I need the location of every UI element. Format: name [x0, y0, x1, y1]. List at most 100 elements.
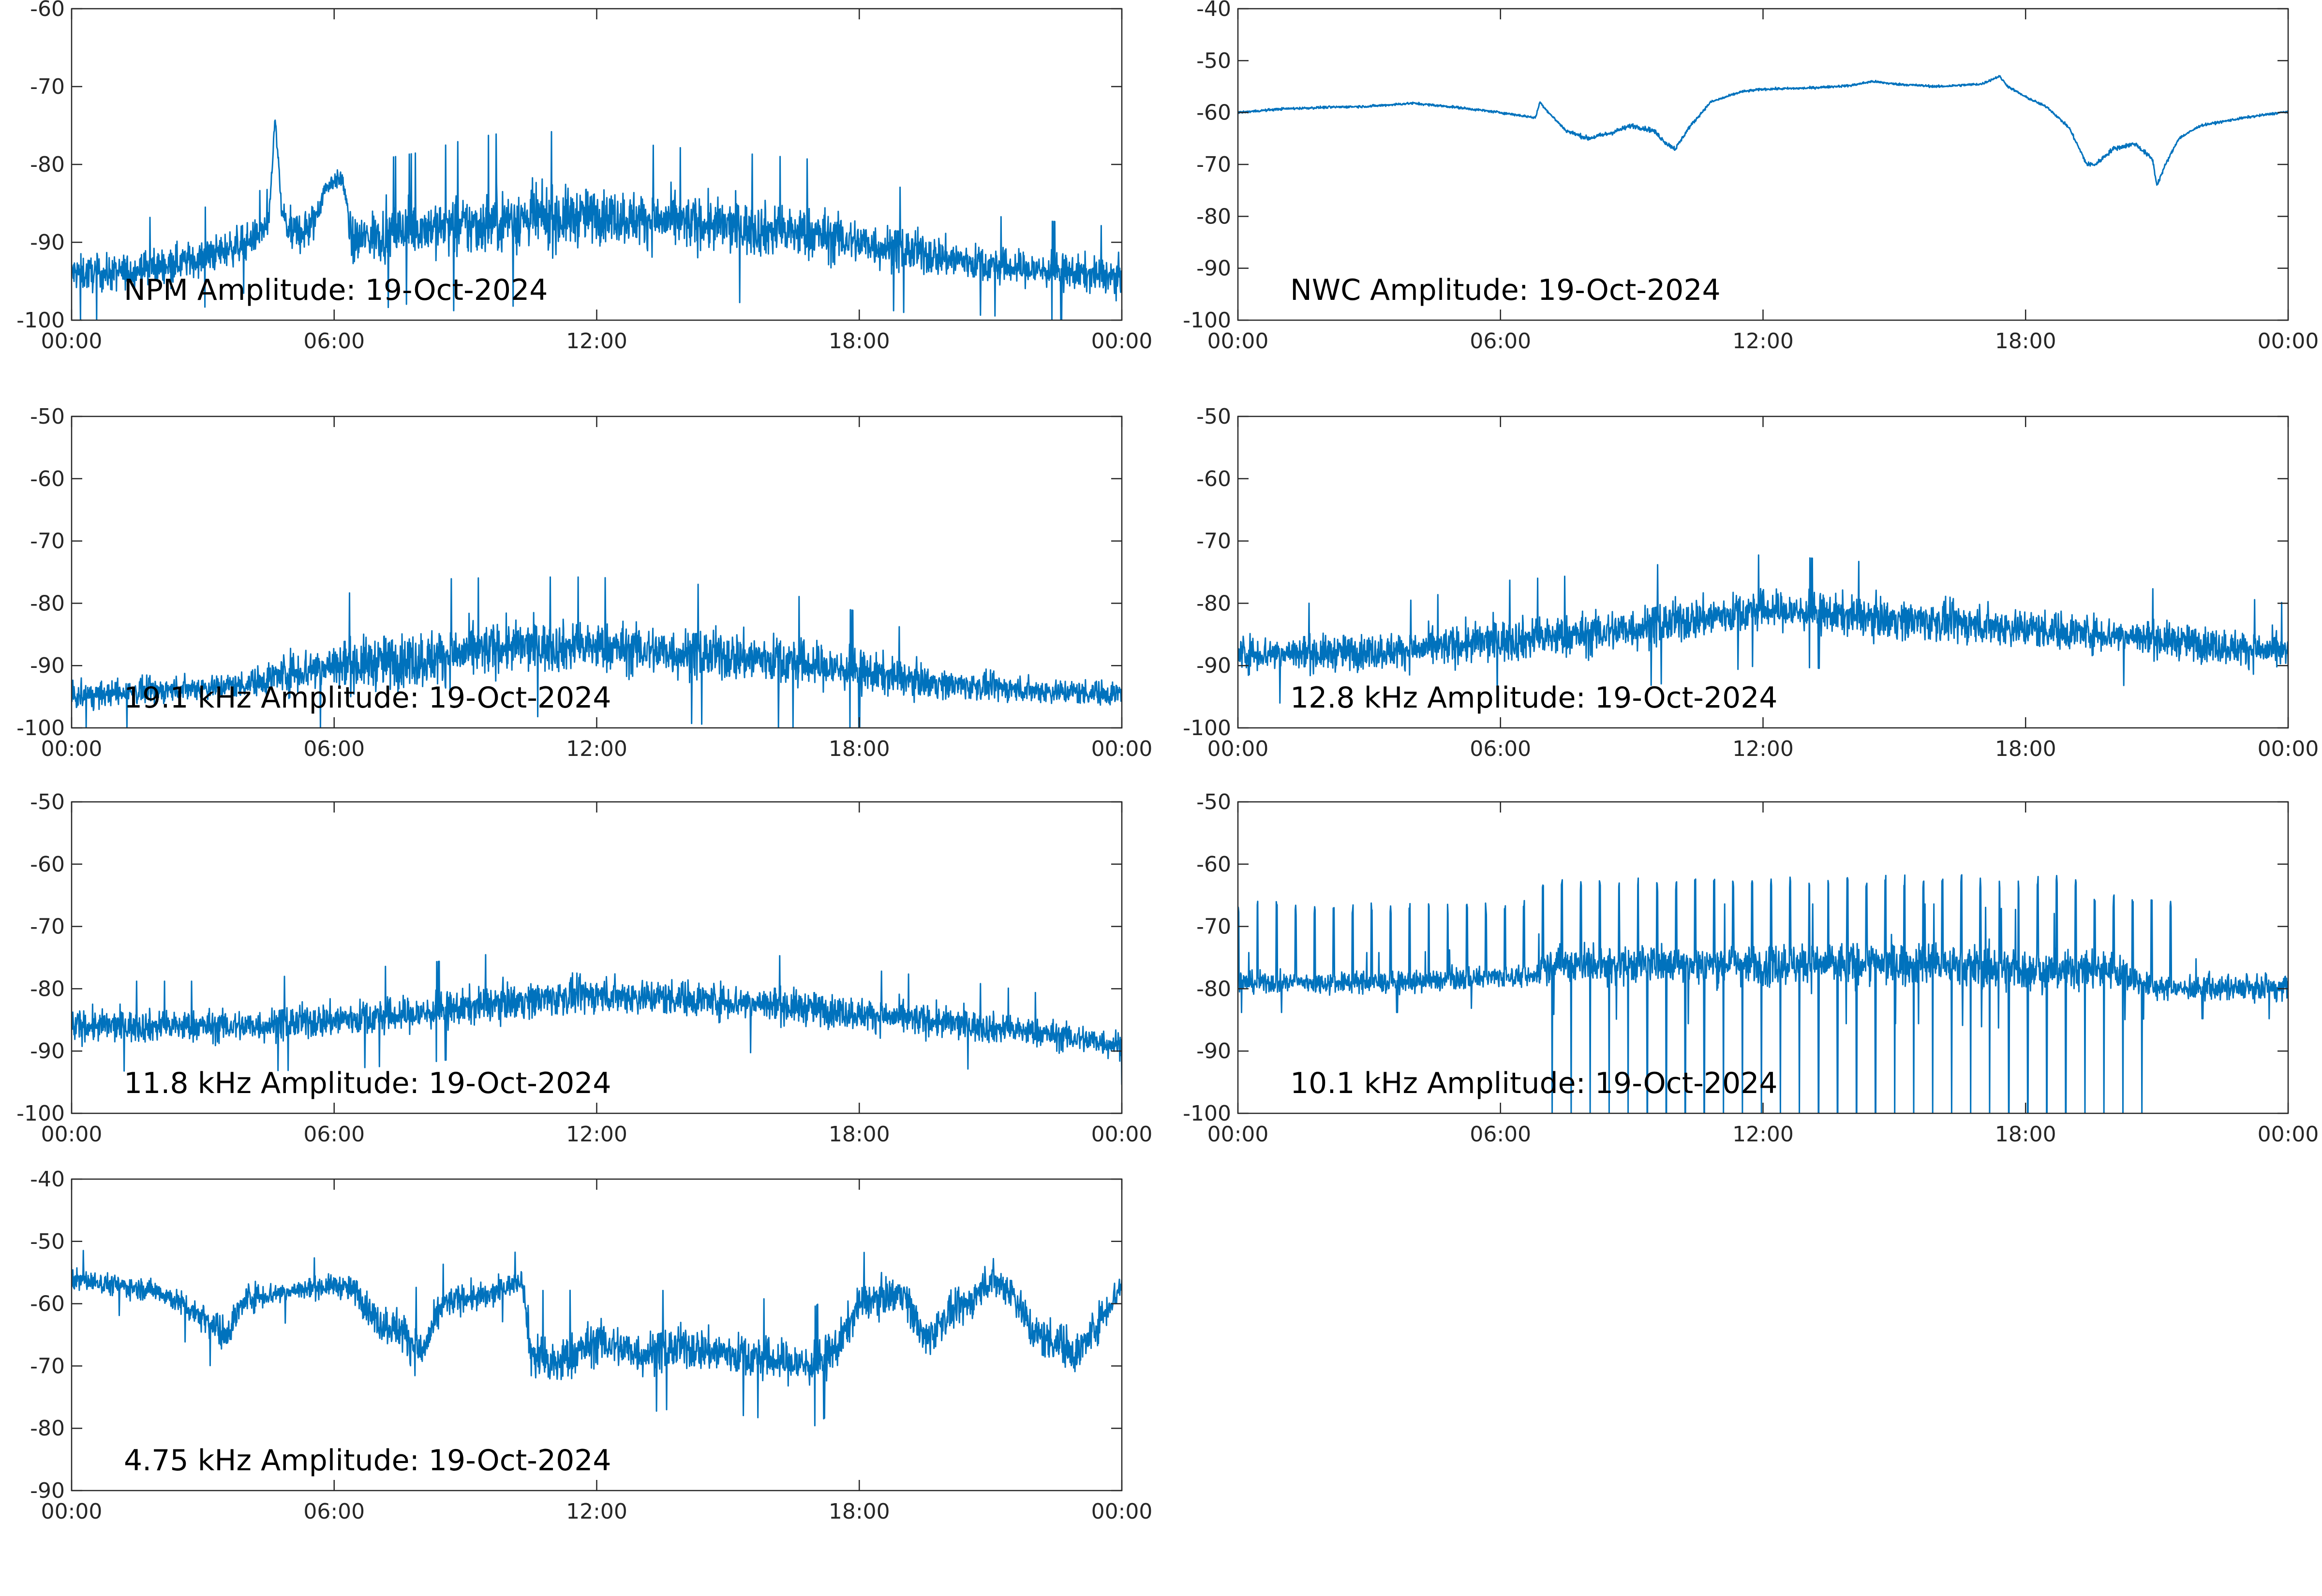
y-tick-label: -80 [1196, 204, 1231, 229]
x-tick-label: 00:00 [1207, 1122, 1269, 1147]
panel-title: NPM Amplitude: 19-Oct-2024 [124, 273, 548, 307]
y-tick-label: -70 [1196, 152, 1231, 177]
x-tick-label: 18:00 [1995, 329, 2056, 354]
x-tick-label: 06:00 [303, 737, 365, 761]
series-line [72, 119, 1122, 320]
y-tick-label: -50 [30, 404, 65, 429]
x-tick-label: 00:00 [2258, 329, 2319, 354]
x-tick-label: 18:00 [1995, 1122, 2056, 1147]
panel-title: NWC Amplitude: 19-Oct-2024 [1290, 273, 1721, 307]
y-tick-label: -70 [30, 915, 65, 939]
y-tick-label: -60 [30, 852, 65, 877]
x-tick-label: 12:00 [1732, 1122, 1794, 1147]
y-tick-label: -60 [1196, 101, 1231, 125]
x-tick-label: 18:00 [829, 737, 890, 761]
y-tick-label: -80 [1196, 591, 1231, 616]
x-tick-label: 00:00 [41, 329, 103, 354]
y-tick-label: -80 [30, 591, 65, 616]
y-tick-label: -90 [1196, 256, 1231, 281]
series-line [1238, 874, 2288, 1113]
panel-2: -100 -90 -80 -70 -60 -50 -40 00:00 06:00 12:00 18:… [1183, 0, 2319, 354]
y-tick-label: -100 [1183, 716, 1231, 740]
x-tick-label: 06:00 [303, 1122, 365, 1147]
y-tick-label: -90 [30, 230, 65, 255]
x-tick-label: 00:00 [2258, 737, 2319, 761]
y-tick-label: -100 [16, 308, 65, 333]
y-tick-label: -70 [30, 1354, 65, 1378]
x-tick-label: 06:00 [303, 1499, 365, 1524]
panel-title: 11.8 kHz Amplitude: 19-Oct-2024 [124, 1066, 611, 1100]
x-tick-label: 00:00 [1091, 1122, 1153, 1147]
panel-5: -100 -90 -80 -70 -60 -50 00:00 06:00 12:00 18:00 0… [16, 790, 1152, 1147]
y-tick-label: -90 [1196, 653, 1231, 678]
y-tick-label: -80 [30, 1416, 65, 1441]
y-tick-label: -40 [30, 1167, 65, 1192]
y-tick-label: -50 [1196, 404, 1231, 429]
y-tick-label: -70 [1196, 915, 1231, 939]
panel-6: -100 -90 -80 -70 -60 -50 00:00 06:00 12:00 18:00 0… [1183, 790, 2319, 1147]
x-tick-label: 12:00 [1732, 737, 1794, 761]
x-tick-label: 12:00 [566, 737, 627, 761]
panel-7: -90 -80 -70 -60 -50 -40 00:00 06:00 12:00 18:00 00… [30, 1167, 1152, 1524]
x-tick-label: 00:00 [1207, 329, 1269, 354]
y-tick-label: -50 [30, 790, 65, 814]
panel-title: 10.1 kHz Amplitude: 19-Oct-2024 [1290, 1066, 1778, 1100]
x-tick-label: 12:00 [566, 1122, 627, 1147]
series-line [72, 954, 1122, 1085]
y-tick-label: -50 [30, 1229, 65, 1254]
panel-3: -100 -90 -80 -70 -60 -50 00:00 06:00 12:00 18:00 0… [16, 404, 1152, 761]
x-tick-label: 00:00 [41, 1122, 103, 1147]
y-tick-label: -100 [16, 1101, 65, 1126]
y-tick-label: -80 [30, 976, 65, 1001]
y-tick-label: -70 [30, 529, 65, 554]
x-tick-label: 18:00 [1995, 737, 2056, 761]
x-tick-label: 00:00 [2258, 1122, 2319, 1147]
y-tick-label: -60 [1196, 852, 1231, 877]
panels-layer: -100 -90 -80 -70 -60 00:00 06:00 12:00 18:00 00:0… [16, 0, 2319, 1524]
y-tick-label: -100 [16, 716, 65, 740]
y-tick-label: -90 [1196, 1039, 1231, 1064]
x-tick-label: 06:00 [1470, 737, 1531, 761]
x-tick-label: 06:00 [303, 329, 365, 354]
y-tick-label: -70 [30, 74, 65, 99]
y-tick-label: -90 [30, 1039, 65, 1064]
series-line [72, 576, 1122, 728]
x-tick-label: 00:00 [1207, 737, 1269, 761]
y-tick-label: -90 [30, 653, 65, 678]
y-tick-label: -100 [1183, 308, 1231, 333]
x-tick-label: 00:00 [41, 737, 103, 761]
y-tick-label: -60 [30, 0, 65, 21]
series-line [1238, 75, 2288, 186]
series-line [72, 1250, 1122, 1427]
x-tick-label: 00:00 [1091, 737, 1153, 761]
panel-1: -100 -90 -80 -70 -60 00:00 06:00 12:00 18:00 00:0… [16, 0, 1152, 354]
y-tick-label: -90 [30, 1478, 65, 1503]
panel-title: 12.8 kHz Amplitude: 19-Oct-2024 [1290, 681, 1778, 715]
y-tick-label: -40 [1196, 0, 1231, 21]
panel-title: 4.75 kHz Amplitude: 19-Oct-2024 [124, 1444, 611, 1478]
panel-title: 19.1 kHz Amplitude: 19-Oct-2024 [124, 681, 611, 715]
x-tick-label: 00:00 [41, 1499, 103, 1524]
panel-4: -100 -90 -80 -70 -60 -50 00:00 06:00 12:00 18:00 0… [1183, 404, 2319, 761]
y-tick-label: -60 [1196, 467, 1231, 491]
series-line [1238, 554, 2288, 704]
x-tick-label: 00:00 [1091, 329, 1153, 354]
y-tick-label: -50 [1196, 790, 1231, 814]
x-tick-label: 18:00 [829, 1499, 890, 1524]
x-tick-label: 00:00 [1091, 1499, 1153, 1524]
x-tick-label: 18:00 [829, 1122, 890, 1147]
y-tick-label: -60 [30, 467, 65, 491]
x-tick-label: 18:00 [829, 329, 890, 354]
y-tick-label: -80 [1196, 976, 1231, 1001]
y-tick-label: -100 [1183, 1101, 1231, 1126]
x-tick-label: 06:00 [1470, 1122, 1531, 1147]
y-tick-label: -60 [30, 1292, 65, 1316]
x-tick-label: 06:00 [1470, 329, 1531, 354]
x-tick-label: 12:00 [1732, 329, 1794, 354]
x-tick-label: 12:00 [566, 1499, 627, 1524]
y-tick-label: -80 [30, 152, 65, 177]
y-tick-label: -70 [1196, 529, 1231, 554]
x-tick-label: 12:00 [566, 329, 627, 354]
